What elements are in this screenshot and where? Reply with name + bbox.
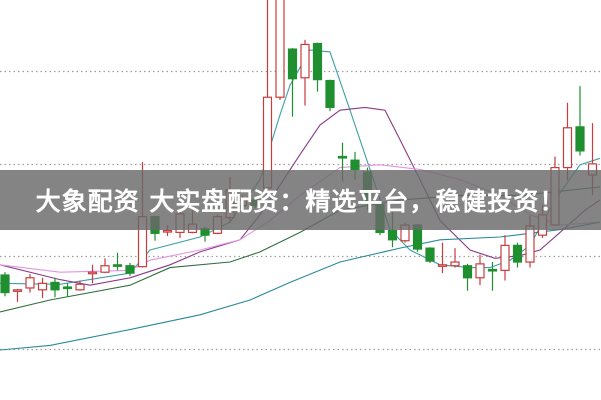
candle-up [75,283,85,291]
candle-down [512,244,523,263]
candle-up [437,264,448,267]
candle-up [300,43,310,79]
candle-up [500,244,510,271]
candle-up [25,277,35,289]
ad-banner: 大象配资 大实盘配资：精选平台，稳健投资！ [0,170,601,230]
candle-down [125,265,135,274]
candle-up [12,289,23,292]
candle-down [112,264,123,267]
candle-down [0,274,10,294]
candle-up [475,263,485,279]
candle-down [337,155,348,159]
moving-average-line [0,221,601,351]
candle-up [100,265,110,273]
candle-up [162,229,173,233]
candle-up [450,261,460,267]
moving-average-line [0,49,601,285]
candle-down [425,247,435,262]
candle-down [325,79,335,109]
candle-up [525,225,535,263]
candle-down [312,42,323,81]
candle-up [87,271,98,275]
candle-down [575,126,585,152]
banner-text: 大象配资 大实盘配资：精选平台，稳健投资！ [35,187,566,216]
candle-down [62,286,73,290]
candle-down [387,229,398,241]
candle-down [50,281,60,291]
candle-down [287,48,298,80]
candle-down [487,268,498,272]
candle-up [562,127,573,169]
candle-up [37,282,48,291]
moving-average-line [0,106,601,286]
candle-up [275,0,285,98]
candle-down [462,265,473,279]
candle-down [350,159,360,171]
